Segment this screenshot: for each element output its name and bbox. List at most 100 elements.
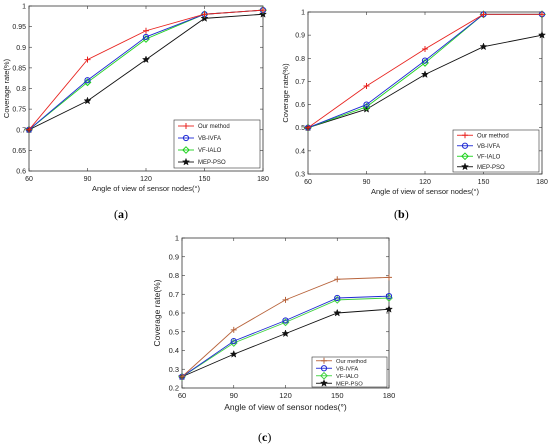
caption-b-letter: b xyxy=(398,207,405,221)
caption-a-letter: a xyxy=(118,207,124,221)
legend-label: Our method xyxy=(198,124,230,130)
y-tick-label: 0.75 xyxy=(12,107,26,114)
legend-box xyxy=(452,129,540,173)
data-point xyxy=(230,326,237,333)
data-point xyxy=(230,338,237,345)
data-point xyxy=(421,57,429,64)
chart-c: 0.2 0.3 0.4 0.5 0.6 0.7 0.8 0.9 1 60 90 120 150 180 An… xyxy=(152,234,395,413)
x-tick-label: 180 xyxy=(383,391,396,400)
data-point xyxy=(83,96,92,105)
x-tick-label: 90 xyxy=(230,391,238,400)
y-tick-label: 0.8 xyxy=(169,271,179,280)
legend-swatch-marker xyxy=(182,134,190,142)
data-point xyxy=(142,33,150,41)
y-tick-label: 0.7 xyxy=(16,127,26,134)
y-tick-label: 0.9 xyxy=(16,45,26,52)
legend-swatch-marker xyxy=(182,146,190,154)
x-tick-label: 60 xyxy=(25,176,33,183)
y-tick-label: 1 xyxy=(22,4,26,11)
data-point xyxy=(333,308,342,317)
x-tick-label: 150 xyxy=(199,176,211,183)
data-point xyxy=(537,30,547,39)
legend-label: MEP-PSO xyxy=(477,165,505,171)
data-point xyxy=(281,329,290,338)
data-point xyxy=(334,276,341,283)
series-line xyxy=(181,295,390,378)
x-tick-label: 60 xyxy=(304,179,312,186)
caption-c-letter: c xyxy=(262,430,268,444)
y-tick-label: 0.4 xyxy=(295,148,305,155)
y-tick-label: 0.4 xyxy=(169,346,179,355)
data-point xyxy=(141,55,151,64)
legend-swatch-marker xyxy=(460,162,470,171)
y-axis-label: Coverage rate(%) xyxy=(2,58,11,118)
y-axis-label: Coverage rate(%) xyxy=(152,279,162,346)
legend-swatch-marker xyxy=(462,132,468,139)
caption-b: (b) xyxy=(394,207,409,221)
data-point xyxy=(229,349,238,358)
x-tick-label: 150 xyxy=(331,391,344,400)
data-point xyxy=(143,27,149,34)
x-tick-label: 120 xyxy=(140,176,152,183)
legend-label: VB-IVFA xyxy=(477,144,500,150)
legend-swatch-marker xyxy=(181,157,191,166)
data-point xyxy=(422,46,428,53)
series-our-method xyxy=(305,11,545,131)
chart-b: 0.3 0.4 0.5 0.6 0.7 0.8 0.9 1 60 90 120 150 180 Angle… xyxy=(281,10,548,197)
x-axis-label: Angle of view of sensor nodes(°) xyxy=(92,184,201,193)
y-tick-label: 0.8 xyxy=(16,86,26,93)
legend-swatch-marker xyxy=(461,142,469,149)
legend-label: MEP-PSO xyxy=(336,381,363,387)
y-tick-label: 0.85 xyxy=(12,65,26,72)
legend-label: MEP-PSO xyxy=(198,160,226,166)
data-point xyxy=(179,373,185,380)
series-our-method xyxy=(26,7,266,133)
legend-swatch-marker xyxy=(320,365,328,372)
y-tick-label: 0.6 xyxy=(16,169,26,176)
legend-swatch-marker xyxy=(319,378,329,387)
legend-label: VB-IVFA xyxy=(198,136,221,142)
legend-label: Our method xyxy=(477,133,509,139)
y-tick-label: 0.9 xyxy=(169,252,179,261)
y-tick-label: 0.5 xyxy=(169,327,179,336)
y-tick-label: 1 xyxy=(175,234,179,243)
data-point xyxy=(26,126,32,133)
data-point xyxy=(305,124,311,131)
legend-box xyxy=(173,119,261,169)
y-tick-label: 0.5 xyxy=(295,125,305,132)
y-tick-label: 0.6 xyxy=(169,309,179,318)
y-tick-label: 0.95 xyxy=(12,24,26,31)
data-point xyxy=(84,77,91,84)
legend-label: VF-IALO xyxy=(336,374,359,380)
y-tick-label: 0.2 xyxy=(169,384,179,393)
data-point xyxy=(201,11,208,18)
x-tick-label: 60 xyxy=(178,391,186,400)
data-point xyxy=(334,294,341,302)
data-point xyxy=(282,317,289,324)
legend-swatch-marker xyxy=(321,357,327,364)
x-axis-label: Angle of view of sensor nodes(°) xyxy=(371,187,480,196)
y-tick-label: 0.65 xyxy=(12,148,26,155)
data-point xyxy=(386,274,392,281)
data-point xyxy=(539,11,545,18)
data-point xyxy=(363,83,370,90)
x-tick-label: 120 xyxy=(279,391,292,400)
series-line xyxy=(181,297,390,378)
legend-swatch-marker xyxy=(461,152,469,161)
y-tick-label: 0.3 xyxy=(295,172,305,179)
data-point xyxy=(479,42,488,51)
x-tick-label: 120 xyxy=(419,179,431,186)
y-tick-label: 0.3 xyxy=(169,365,179,374)
y-tick-label: 0.8 xyxy=(295,56,305,63)
legend-swatch-marker xyxy=(183,123,189,129)
legend-label: VB-IVFA xyxy=(336,366,358,372)
data-point xyxy=(260,7,266,14)
data-point xyxy=(282,296,289,303)
caption-a: (a) xyxy=(114,207,128,221)
y-tick-label: 1 xyxy=(301,10,305,17)
legend-label: Our method xyxy=(336,359,367,365)
caption-c: (c) xyxy=(258,430,272,444)
x-tick-label: 180 xyxy=(257,176,269,183)
